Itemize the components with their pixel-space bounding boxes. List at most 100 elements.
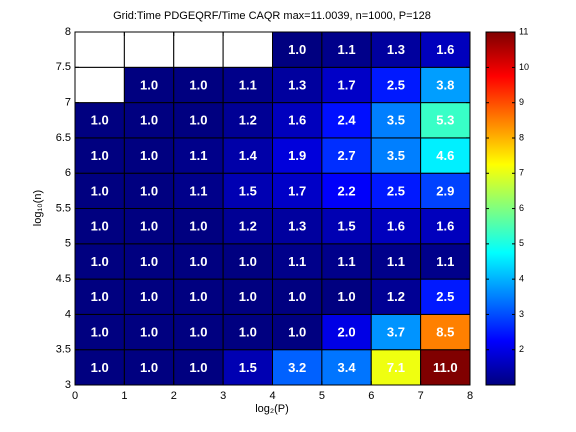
cell-label: 3.2: [288, 360, 306, 375]
cell-label: 1.1: [387, 254, 405, 269]
y-tick-label: 6: [65, 167, 71, 179]
cell-label: 1.7: [338, 77, 356, 92]
colorbar-tick-label: 8: [519, 132, 524, 142]
cell-label: 2.9: [436, 183, 454, 198]
x-tick-label: 5: [319, 390, 325, 402]
colorbar-tick-label: 3: [519, 309, 524, 319]
cell: [370, 102, 422, 139]
cell: [272, 137, 323, 174]
cell-label: 1.0: [91, 148, 109, 163]
cell-label: 1.2: [239, 113, 257, 128]
cell: [74, 102, 125, 139]
cell: [272, 208, 323, 245]
cell-label: 1.3: [387, 42, 405, 57]
empty-cell: [74, 66, 125, 104]
cell-label: 1.0: [140, 77, 158, 92]
cell: [173, 313, 224, 351]
y-axis-label: log₁₀(n): [32, 190, 44, 226]
cell: [123, 243, 175, 280]
cell: [123, 66, 175, 104]
colorbar-tick-label: 4: [519, 274, 524, 284]
cell-label: 1.1: [288, 254, 306, 269]
empty-cell: [74, 31, 125, 68]
cell-label: 2.5: [387, 183, 405, 198]
cell: [420, 278, 471, 315]
cell-label: 1.5: [239, 360, 257, 375]
colorbar-tick-label: 9: [519, 97, 524, 107]
cell-label: 3.7: [387, 324, 405, 339]
cell-label: 1.0: [140, 254, 158, 269]
x-tick-label: 4: [269, 390, 275, 402]
cell-label: 1.1: [189, 148, 207, 163]
cell-label: 7.1: [387, 360, 405, 375]
cell-label: 1.3: [288, 219, 306, 234]
cell-label: 1.0: [140, 289, 158, 304]
cell-label: 8.5: [436, 324, 454, 339]
y-tick-label: 6.5: [56, 132, 71, 144]
cell: [321, 102, 372, 139]
cell-label: 1.0: [91, 289, 109, 304]
cell: [370, 313, 422, 351]
cell: [370, 172, 422, 209]
cell-label: 1.1: [189, 183, 207, 198]
cell-label: 1.5: [338, 219, 356, 234]
colorbar-tick-label: 11: [519, 27, 528, 37]
cell: [420, 172, 471, 209]
cell-label: 1.1: [239, 77, 257, 92]
cell: [173, 349, 224, 386]
cell-label: 1.0: [288, 324, 306, 339]
y-tick-label: 7: [65, 97, 71, 109]
cell-label: 1.6: [288, 113, 306, 128]
cell-label: 2.2: [338, 183, 356, 198]
cell: [321, 66, 372, 104]
cell-label: 1.0: [189, 360, 207, 375]
cell-label: 1.0: [189, 77, 207, 92]
cell-label: 2.5: [436, 289, 454, 304]
cell: [173, 208, 224, 245]
cell: [173, 102, 224, 139]
cell: [321, 137, 372, 174]
cell: [272, 243, 323, 280]
cell-label: 1.0: [239, 324, 257, 339]
cell: [272, 102, 323, 139]
cell-label: 1.0: [91, 254, 109, 269]
cell-label: 1.7: [288, 183, 306, 198]
x-tick-label: 7: [418, 390, 424, 402]
cell-label: 1.0: [140, 360, 158, 375]
cell: [74, 349, 125, 386]
cell: [222, 313, 273, 351]
cell: [321, 208, 372, 245]
cell-label: 2.0: [338, 324, 356, 339]
cell: [370, 208, 422, 245]
cell: [123, 137, 175, 174]
cell-label: 1.0: [91, 113, 109, 128]
x-tick-label: 3: [220, 390, 226, 402]
cell-label: 2.4: [338, 113, 357, 128]
cell-label: 1.5: [239, 183, 257, 198]
cell-label: 1.0: [288, 42, 306, 57]
x-tick-label: 0: [72, 390, 78, 402]
cell-label: 1.0: [91, 324, 109, 339]
x-tick-label: 8: [467, 390, 473, 402]
cell-label: 1.2: [387, 289, 405, 304]
y-tick-label: 7.5: [56, 61, 71, 73]
cell: [173, 172, 224, 209]
cell: [420, 137, 471, 174]
colorbar-tick-label: 6: [519, 203, 524, 213]
y-tick-label: 5.5: [56, 202, 71, 214]
cell-label: 1.1: [436, 254, 454, 269]
x-tick-label: 6: [368, 390, 374, 402]
cell-label: 1.0: [288, 289, 306, 304]
cell: [74, 278, 125, 315]
cell-label: 1.0: [91, 183, 109, 198]
cell-label: 1.0: [189, 219, 207, 234]
cell-label: 3.8: [436, 77, 454, 92]
cell-label: 3.5: [387, 148, 405, 163]
cell: [74, 208, 125, 245]
chart-title: Grid:Time PDGEQRF/Time CAQR max=11.0039,…: [113, 10, 431, 22]
x-tick-label: 1: [121, 390, 127, 402]
empty-cell: [222, 31, 273, 68]
cell-label: 1.6: [387, 219, 405, 234]
cell-label: 1.0: [189, 113, 207, 128]
cell-label: 1.0: [239, 289, 257, 304]
